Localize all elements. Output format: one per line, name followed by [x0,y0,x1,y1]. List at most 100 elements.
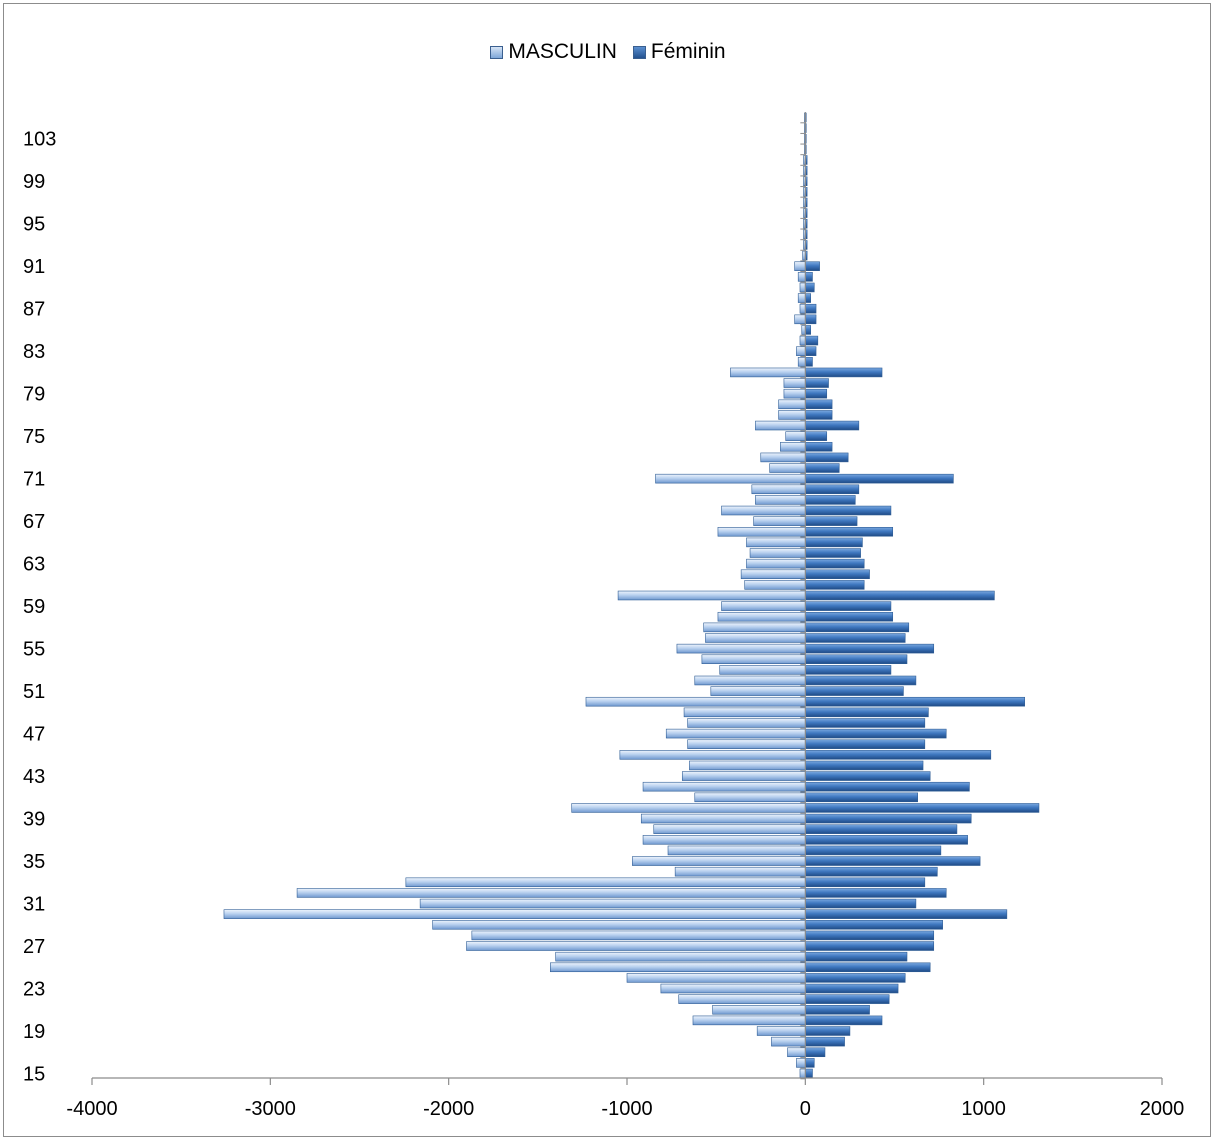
bar-masculin-age-68 [721,505,806,516]
bar-masculin-age-86 [794,314,806,325]
y-tick-label: 55 [23,639,45,661]
bar-feminin-age-66 [805,527,894,537]
bar-feminin-age-43 [805,771,931,781]
bar-feminin-age-80 [805,378,829,388]
bar-masculin-age-66 [717,527,806,537]
y-tick-label: 59 [23,596,45,618]
legend: MASCULIN Féminin [4,40,1212,64]
bar-masculin-age-71 [655,473,806,484]
bar-feminin-age-87 [805,303,817,314]
y-tick-label: 91 [23,256,45,278]
bar-masculin-age-65 [746,537,806,548]
y-tick-label: 27 [23,936,45,958]
bar-feminin-age-74 [805,442,833,452]
legend-item-masculin: MASCULIN [490,40,617,64]
legend-label-masculin: MASCULIN [508,40,617,63]
legend-swatch-feminin [632,45,646,59]
bar-masculin-age-51 [710,686,806,696]
bar-masculin-age-42 [642,781,806,792]
bar-feminin-age-57 [805,622,910,633]
bar-masculin-age-41 [694,792,806,803]
bar-masculin-age-31 [419,898,806,909]
bar-feminin-age-77 [805,410,833,420]
bar-masculin-age-60 [617,590,806,601]
bar-masculin-age-63 [746,558,806,569]
legend-item-feminin: Féminin [632,40,726,64]
bar-masculin-age-72 [769,463,806,473]
bar-feminin-age-30 [805,909,1008,919]
bar-masculin-age-58 [717,611,806,622]
bar-feminin-age-64 [805,548,861,558]
legend-label-feminin: Féminin [650,40,726,63]
bar-feminin-age-81 [805,367,883,378]
bar-masculin-age-83 [796,346,806,356]
x-tick-label: -2000 [423,1098,474,1120]
bar-feminin-age-51 [805,686,904,696]
bar-masculin-age-25 [550,962,806,973]
bar-masculin-age-46 [687,739,806,749]
bar-masculin-age-88 [797,293,806,303]
bar-masculin-age-77 [778,410,806,420]
series-masculin [223,112,806,1079]
bar-feminin-age-70 [805,484,860,495]
bar-masculin-age-75 [785,431,806,441]
bar-feminin-age-18 [805,1036,845,1047]
y-tick-label: 63 [23,554,45,576]
bar-feminin-age-67 [805,516,858,526]
x-axis-tick-labels: -4000 -3000 -2000 -1000 0 1000 2000 [66,1098,1184,1120]
bar-feminin-age-85 [805,325,811,335]
x-tick-label: 2000 [1140,1098,1185,1120]
bar-feminin-age-35 [805,856,981,866]
bar-feminin-age-24 [805,973,906,983]
bar-feminin-age-89 [805,282,815,293]
bar-feminin-age-56 [805,633,906,643]
bar-feminin-age-76 [805,420,860,431]
axes [91,112,1163,1085]
y-axis-tick-labels: 15 19 23 27 31 35 39 43 47 51 55 59 63 67 71 75 79 83 87 91… [23,129,56,1086]
bar-masculin-age-74 [780,442,806,452]
y-tick-label: 23 [23,979,45,1001]
bar-feminin-age-82 [805,357,813,367]
bar-masculin-age-89 [799,282,806,293]
bar-masculin-age-69 [755,495,806,505]
y-tick-label: 19 [23,1021,45,1043]
legend-swatch-masculin [490,45,504,59]
x-tick-label: 1000 [961,1098,1006,1120]
bar-feminin-age-71 [805,473,954,484]
bar-feminin-age-59 [805,601,892,611]
bar-feminin-age-72 [805,463,840,473]
bar-feminin-age-86 [805,314,817,325]
bar-masculin-age-37 [642,835,806,845]
bar-feminin-age-40 [805,803,1040,813]
bar-masculin-age-70 [751,484,806,495]
bar-feminin-age-16 [805,1058,815,1068]
y-tick-label: 95 [23,214,45,236]
bar-feminin-age-17 [805,1047,826,1058]
bar-masculin-age-16 [796,1058,806,1068]
bar-feminin-age-48 [805,718,926,728]
bar-masculin-age-28 [471,930,806,941]
bar-feminin-age-42 [805,781,970,792]
bar-masculin-age-84 [799,335,806,346]
x-tick-label: 0 [800,1098,811,1120]
bar-feminin-age-15 [805,1068,813,1079]
bar-masculin-age-18 [771,1036,806,1047]
bar-masculin-age-76 [755,420,806,431]
bar-masculin-age-62 [740,569,806,580]
bar-masculin-age-56 [705,633,806,643]
y-tick-label: 71 [23,469,45,491]
bar-feminin-age-55 [805,643,935,654]
bar-masculin-age-54 [701,654,806,664]
bar-masculin-age-87 [799,303,806,314]
bar-masculin-age-53 [719,665,806,675]
bar-masculin-age-79 [783,388,806,399]
bar-masculin-age-17 [787,1047,806,1058]
bar-feminin-age-31 [805,898,917,909]
bar-feminin-age-53 [805,665,892,675]
bar-masculin-age-78 [778,399,806,410]
bar-masculin-age-40 [571,803,806,813]
bar-masculin-age-91 [794,261,806,271]
bar-feminin-age-26 [805,951,908,962]
bar-feminin-age-50 [805,696,1025,707]
